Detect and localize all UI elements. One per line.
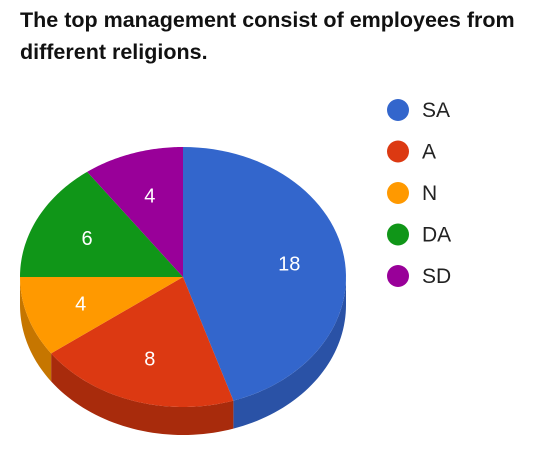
pie-slices bbox=[20, 147, 346, 407]
pie-slice-a[interactable] bbox=[51, 277, 234, 407]
legend-marker-da bbox=[387, 223, 409, 246]
pie-slice-sd[interactable] bbox=[87, 147, 183, 277]
legend-marker-n bbox=[387, 182, 409, 204]
legend-marker-sd bbox=[387, 265, 409, 287]
pie-depth-sides bbox=[20, 277, 346, 435]
legend-label-a: A bbox=[422, 141, 436, 164]
legend-label-n: N bbox=[422, 182, 437, 205]
chart-title: The top management consist of employees … bbox=[20, 8, 515, 64]
slice-label-n: 4 bbox=[75, 294, 86, 316]
slice-label-sd: 4 bbox=[144, 185, 155, 207]
pie-slice-labels: 18 8 4 6 4 bbox=[75, 185, 300, 370]
legend-item-sa[interactable]: SA bbox=[387, 99, 450, 122]
legend-item-n[interactable]: N bbox=[387, 182, 437, 205]
slice-label-da: 6 bbox=[82, 228, 93, 250]
slice-label-a: 8 bbox=[144, 349, 155, 371]
legend-marker-sa bbox=[387, 99, 409, 121]
legend-item-sd[interactable]: SD bbox=[387, 265, 451, 288]
legend-label-sd: SD bbox=[422, 265, 451, 288]
pie-slice-n[interactable] bbox=[20, 277, 183, 354]
legend-label-sa: SA bbox=[422, 99, 450, 122]
legend-item-da[interactable]: DA bbox=[387, 223, 451, 247]
slice-label-sa: 18 bbox=[278, 254, 300, 276]
pie-side-n bbox=[20, 277, 52, 382]
pie-side-sa bbox=[233, 277, 346, 429]
pie-slice-da[interactable] bbox=[20, 171, 183, 277]
legend-item-a[interactable]: A bbox=[387, 140, 436, 164]
pie-slice-sa[interactable] bbox=[183, 147, 346, 401]
legend-marker-a bbox=[387, 140, 409, 163]
legend: SA AN DA SD bbox=[387, 99, 451, 288]
pie-side-a bbox=[51, 353, 234, 435]
legend-label-da: DA bbox=[422, 224, 451, 247]
